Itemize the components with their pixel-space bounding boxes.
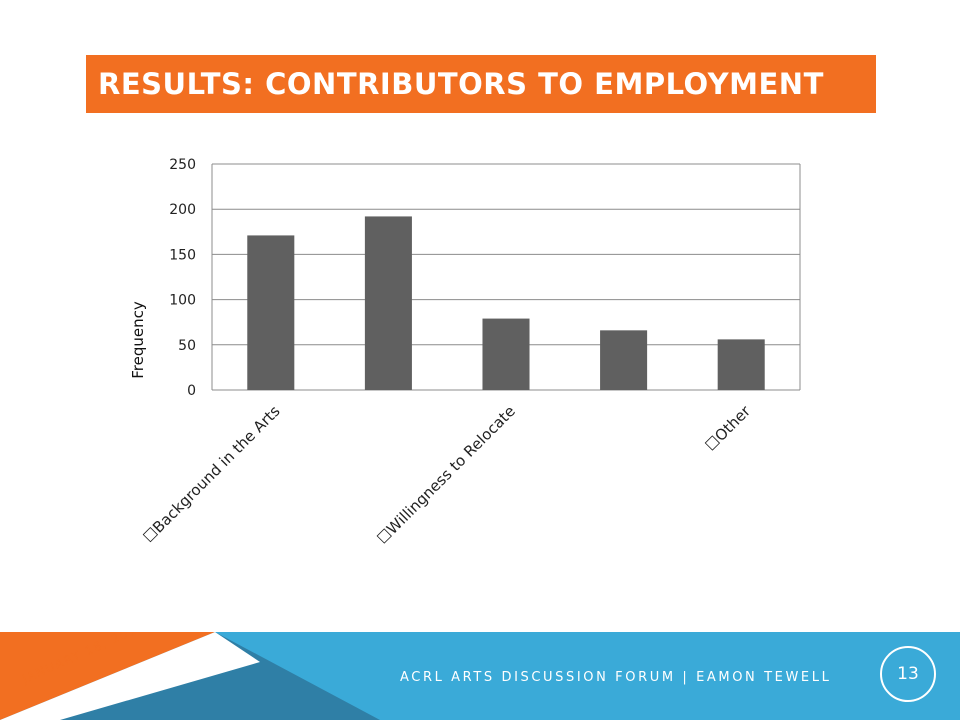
y-tick-label: 50 [178,338,196,354]
page-number: 13 [880,646,936,702]
y-tick-label: 250 [169,157,196,173]
chart-gridlines [211,163,801,391]
title-banner: RESULTS: CONTRIBUTORS TO EMPLOYMENT [86,55,876,113]
y-tick-label: 150 [169,247,196,263]
y-axis-ticks: 0 50 100 150 200 250 [169,157,196,399]
chart-bars [247,216,765,390]
y-axis-title: Frequency [129,301,147,379]
y-tick-label: 100 [169,293,196,309]
x-category-label: ☐Willingness to Relocate [374,402,519,547]
x-category-label: ☐Background in the Arts [140,402,284,546]
x-axis-labels: ☐Background in the Arts ☐Willingness to R… [140,402,755,548]
bar-2 [364,216,412,390]
bar-3 [482,318,530,390]
y-tick-label: 200 [169,202,196,218]
footer-background [0,632,960,720]
bar-5 [717,339,765,390]
bar-1 [247,235,295,390]
slide-title: RESULTS: CONTRIBUTORS TO EMPLOYMENT [98,67,824,101]
x-category-label: ☐Other [702,402,755,455]
y-tick-label: 0 [187,383,196,399]
bar-4 [600,330,648,390]
slide-footer: JANUARY 18, 2012 ACRL ARTS DISCUSSION FO… [0,632,960,720]
footer-caption: ACRL ARTS DISCUSSION FORUM | EAMON TEWEL… [400,670,832,685]
